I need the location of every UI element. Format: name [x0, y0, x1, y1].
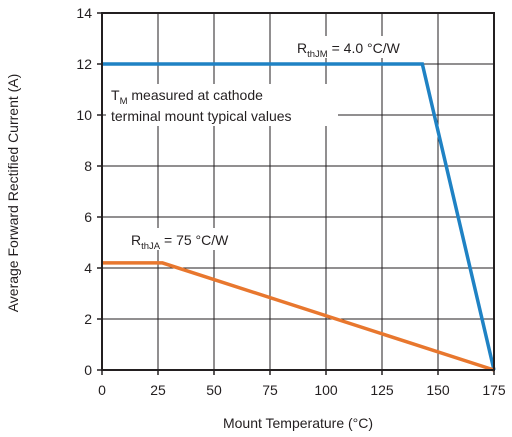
- x-tick-label: 0: [98, 382, 106, 398]
- annotation-background: [282, 36, 422, 58]
- x-tick-label: 150: [426, 382, 450, 398]
- y-axis-ticks: 0 2 4 6 8 10 12 14: [76, 5, 102, 378]
- x-axis-label: Mount Temperature (°C): [223, 415, 373, 431]
- x-tick-label: 100: [314, 382, 338, 398]
- x-tick-label: 125: [370, 382, 394, 398]
- y-tick-label: 4: [84, 260, 92, 276]
- x-tick-label: 25: [150, 382, 166, 398]
- x-tick-label: 75: [262, 382, 278, 398]
- plot-frame: [101, 12, 495, 371]
- y-tick-label: 0: [84, 362, 92, 378]
- annotation-tm-note: TM measured at cathode: [111, 87, 263, 107]
- x-tick-label: 175: [482, 382, 506, 398]
- x-axis-ticks: 0 25 50 75 100 125 150 175: [98, 370, 506, 398]
- x-tick-label: 50: [206, 382, 222, 398]
- annotation-tm-note-line2: terminal mount typical values: [111, 108, 292, 124]
- y-tick-label: 12: [76, 56, 92, 72]
- annotation-background: [128, 228, 258, 250]
- series-line-2: [102, 261, 495, 372]
- y-tick-label: 10: [76, 107, 92, 123]
- annotation-rthja: RthJA = 75 °C/W: [131, 232, 229, 252]
- y-tick-label: 6: [84, 209, 92, 225]
- y-tick-label: 14: [76, 5, 92, 21]
- series-line-1: [102, 62, 496, 371]
- y-axis-label: Average Forward Rectified Current (A): [5, 74, 21, 313]
- annotation-background: [106, 84, 338, 126]
- annotation-rthjm: RthJM = 4.0 °C/W: [297, 40, 401, 60]
- series-lines: [102, 62, 496, 372]
- y-tick-label: 8: [84, 158, 92, 174]
- y-tick-label: 2: [84, 311, 92, 327]
- grid-lines: [101, 12, 495, 371]
